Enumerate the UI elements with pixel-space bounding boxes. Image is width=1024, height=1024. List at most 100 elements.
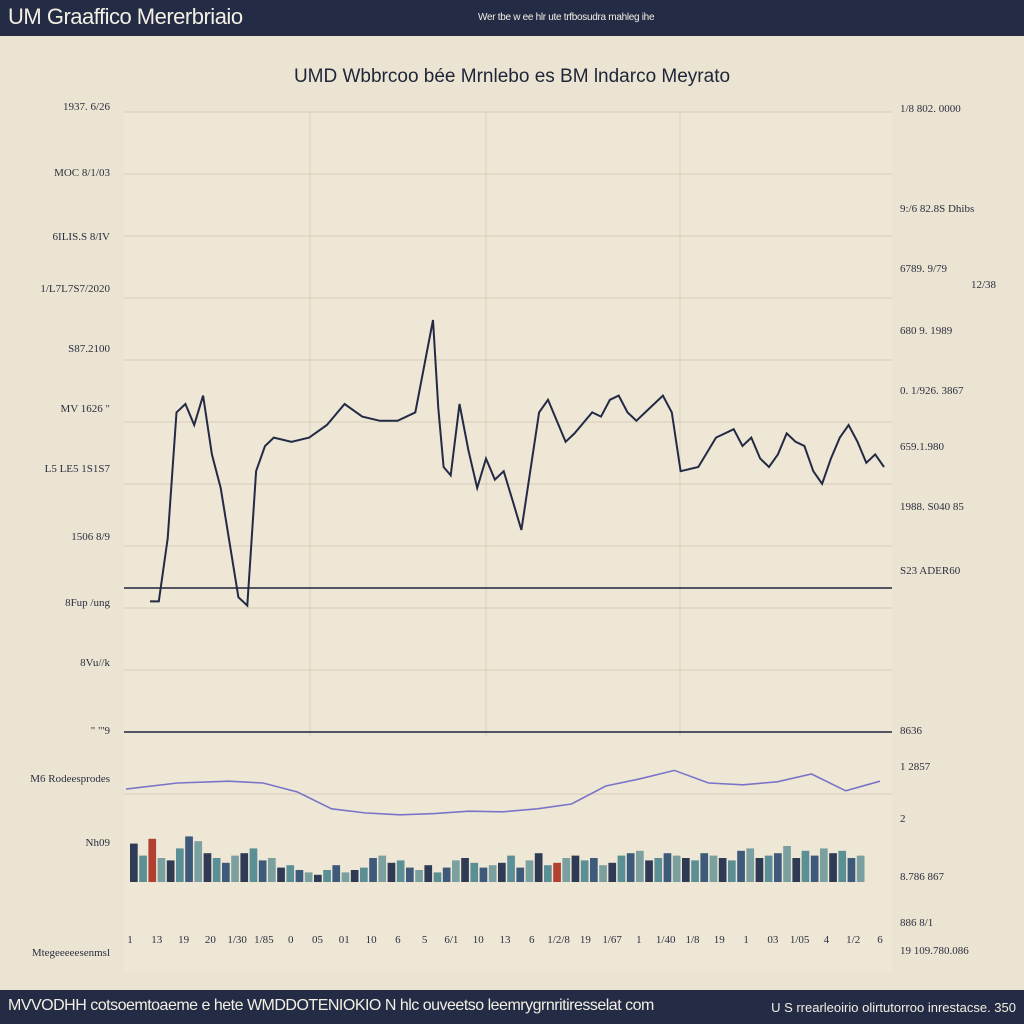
x-tick-label: 19 — [714, 934, 726, 946]
volume-bar — [166, 860, 175, 882]
volume-bar — [286, 865, 295, 882]
footer-bar: MVVODHH cotsoemtoaeme e hete WMDDOTENIOK… — [0, 990, 1024, 1024]
x-tick-label: 01 — [339, 934, 350, 946]
volume-bar — [700, 853, 709, 882]
y-tick-label: 8636 — [900, 725, 923, 737]
x-tick-label: 1 — [127, 934, 133, 946]
volume-bar — [691, 860, 699, 882]
y-tick-label: 8Vu//k — [80, 657, 110, 669]
volume-bar — [525, 860, 534, 882]
volume-bar — [341, 872, 350, 882]
volume-bar — [323, 870, 331, 882]
x-tick-label: 0 — [288, 934, 294, 946]
volume-bar — [774, 853, 782, 882]
y-tick-label: 6789. 9/79 — [900, 263, 948, 275]
volume-bar — [148, 838, 157, 882]
x-tick-label: 10 — [473, 934, 485, 946]
volume-bar — [746, 848, 755, 882]
x-tick-label: 6/1 — [444, 934, 458, 946]
volume-bar — [626, 853, 635, 882]
x-tick-label: 1 — [636, 934, 642, 946]
y-tick-label: 8Fup /ung — [65, 597, 110, 609]
volume-bar — [553, 862, 561, 882]
volume-bar — [176, 848, 184, 882]
x-tick-label: 03 — [767, 934, 779, 946]
volume-bar — [847, 858, 856, 882]
volume-bar — [452, 860, 460, 882]
x-tick-label: 1/30 — [227, 934, 247, 946]
volume-bar — [507, 855, 515, 882]
volume-bar — [314, 874, 322, 882]
y-tick-label: 659.1.980 — [900, 441, 945, 453]
x-tick-label: 10 — [366, 934, 378, 946]
x-tick-label: 20 — [205, 934, 217, 946]
volume-bar — [488, 865, 497, 882]
volume-bar — [157, 858, 166, 882]
volume-bar — [378, 855, 387, 882]
volume-bar — [829, 853, 837, 882]
volume-bar — [203, 853, 212, 882]
y-tick-label: Mtegeeeeesenmsl — [32, 947, 110, 959]
oscillator-line — [125, 769, 881, 816]
volume-bar — [783, 846, 791, 882]
x-tick-label: 19 — [580, 934, 592, 946]
x-tick-label: 1/67 — [602, 934, 622, 946]
y-tick-label: 1/8 802. 0000 — [900, 103, 961, 115]
y-tick-label: 1 2857 — [900, 761, 931, 773]
volume-bar — [810, 855, 819, 882]
y-tick-label: 0. 1/926. 3867 — [900, 385, 964, 397]
y-tick-label: M6 Rodeesprodes — [30, 773, 110, 785]
volume-bar — [544, 865, 552, 882]
volume-bar — [185, 836, 193, 882]
y-tick-label: 8.786 867 — [900, 871, 945, 883]
y-tick-label: 9:/6 82.8S Dhibs — [900, 203, 974, 215]
volume-bar — [304, 872, 313, 882]
y-tick-label: L5 LE5 1S1S7 — [45, 463, 111, 475]
footer-left-text: MVVODHH cotsoemtoaeme e hete WMDDOTENIOK… — [8, 997, 654, 1014]
chart-area: UMD Wbbrcoo bée Mrnlebo es BM lndarco Me… — [0, 36, 1024, 990]
volume-bar — [709, 855, 718, 882]
volume-bar — [442, 867, 451, 882]
y-tick-label: MOC 8/1/03 — [54, 167, 110, 179]
y-tick-label: 1/L7L7S7/2020 — [40, 283, 110, 295]
volume-bar — [617, 855, 626, 882]
volume-bar — [654, 858, 663, 882]
volume-bar — [268, 858, 276, 882]
volume-bar — [369, 858, 377, 882]
x-tick-label: 1/85 — [254, 934, 274, 946]
volume-bar — [433, 872, 442, 882]
x-tick-label: 1/40 — [656, 934, 676, 946]
y-tick-label: 1988. S040 85 — [900, 501, 964, 513]
volume-bar — [222, 862, 230, 882]
y-tick-label: 1506 8/9 — [71, 531, 110, 543]
plot-panel — [124, 112, 892, 972]
y-tick-label: 1937. 6/26 — [63, 101, 111, 113]
volume-bar — [424, 865, 433, 882]
volume-bar — [571, 855, 580, 882]
y-tick-label: 6ILIS.S 8/IV — [53, 231, 111, 243]
volume-bar — [387, 862, 396, 882]
volume-bar — [461, 858, 469, 882]
x-axis: 1 13 19 20 1/30 1/85 0 05 01 10 6 5 6/1 10 13 6 1/2/8 19 1… — [127, 934, 883, 946]
header-subtitle: Wer tbe w ee hlr ute trfbosudra mahleg i… — [478, 12, 655, 23]
volume-bar — [240, 853, 249, 882]
volume-bar — [516, 867, 525, 882]
y-tick-label: S23 ADER60 — [900, 565, 961, 577]
chart-title: UMD Wbbrcoo bée Mrnlebo es BM lndarco Me… — [294, 66, 730, 87]
x-tick-label: 13 — [500, 934, 512, 946]
x-tick-label: 1/05 — [790, 934, 810, 946]
app-title: UM Graaffico Mererbriaio — [8, 4, 243, 29]
volume-bar — [360, 867, 368, 882]
volume-bar — [608, 862, 617, 882]
y-axis-right: 1/8 802. 0000 9:/6 82.8S Dhibs 6789. 9/79 6… — [900, 103, 996, 957]
x-tick-label: 19 — [178, 934, 190, 946]
volume-bar — [212, 858, 221, 882]
x-tick-label: 4 — [824, 934, 830, 946]
volume-bar — [737, 850, 745, 882]
x-tick-label: 6 — [529, 934, 535, 946]
volume-bar — [415, 870, 423, 882]
volume-bar — [277, 867, 285, 882]
volume-bar — [728, 860, 736, 882]
volume-bar — [498, 862, 506, 882]
y-tick-label: 886 8/1 — [900, 917, 933, 929]
